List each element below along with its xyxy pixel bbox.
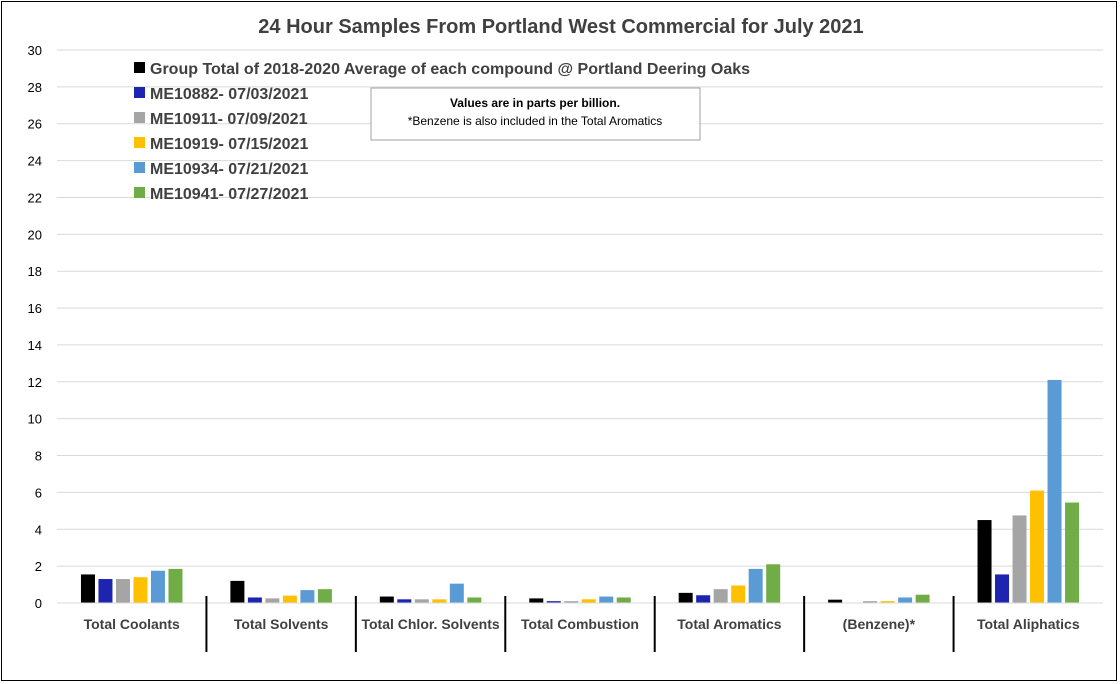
annotation-line-1: Values are in parts per billion. [450,96,620,110]
legend-item: ME10934- 07/21/2021 [134,161,308,178]
legend-item: ME10919- 07/15/2021 [134,136,308,153]
y-tick-label: 6 [35,485,42,500]
legend-swatch [134,187,145,198]
bar [678,592,693,603]
legend-swatch [134,162,145,173]
y-tick-label: 22 [28,190,42,205]
bar [80,574,95,603]
bar [766,564,781,603]
bar [397,599,412,603]
bar [282,595,297,603]
legend-item: ME10911- 07/09/2021 [134,111,308,128]
legend-item: Group Total of 2018-2020 Average of each… [134,61,750,78]
bar [880,601,895,603]
bar [915,594,930,603]
bar [898,597,913,603]
bar [379,596,394,603]
legend-label: ME10934- 07/21/2021 [150,161,308,178]
legend-swatch [134,112,145,123]
gridlines [57,49,1103,567]
y-tick-label: 28 [28,80,42,95]
bar [150,570,165,603]
x-tick-label: Total Coolants [84,616,180,632]
bar [1012,515,1027,603]
y-tick-label: 0 [35,596,42,611]
bar [564,601,579,603]
bar [467,597,482,603]
bar [581,599,596,603]
y-tick-label: 4 [35,522,42,537]
x-tick-label: Total Combustion [521,616,639,632]
bar [616,597,631,603]
annotation-box: Values are in parts per billion. *Benzen… [370,87,701,141]
bar [133,577,148,603]
y-tick-label: 24 [28,154,42,169]
bar [748,568,763,603]
category-separators [205,596,955,652]
x-tick-label: Total Aliphatics [977,616,1080,632]
bars [80,379,1080,603]
bar [300,590,315,603]
legend-label: ME10941- 07/27/2021 [150,186,308,203]
y-tick-label: 12 [28,375,42,390]
bar [529,598,544,603]
bar [247,597,262,603]
bar [317,589,332,603]
bar [1065,502,1080,603]
y-tick-label: 8 [35,449,42,464]
bar [713,589,728,603]
x-tick-label: Total Solvents [234,616,329,632]
y-tick-label: 14 [28,338,42,353]
y-tick-label: 20 [28,227,42,242]
bar [432,599,447,603]
bar [696,595,711,603]
bar [599,596,614,603]
legend-label: Group Total of 2018-2020 Average of each… [150,61,750,78]
bar [168,568,183,603]
y-tick-label: 30 [28,43,42,58]
y-tick-label: 18 [28,264,42,279]
bar [1030,490,1045,603]
bar [828,599,843,603]
bar [995,574,1010,603]
bar [731,585,746,603]
legend-swatch [134,62,145,73]
bar [977,520,992,603]
legend: Group Total of 2018-2020 Average of each… [134,61,750,203]
x-tick-label: Total Aromatics [677,616,781,632]
legend-label: ME10882- 07/03/2021 [150,86,308,103]
bar [546,601,561,603]
legend-item: ME10941- 07/27/2021 [134,186,308,203]
legend-label: ME10919- 07/15/2021 [150,136,308,153]
legend-label: ME10911- 07/09/2021 [150,111,308,128]
bar [230,580,245,603]
chart-title: 24 Hour Samples From Portland West Comme… [258,16,863,38]
x-axis-labels: Total Coolants Total Solvents Total Chlor.… [84,616,1080,632]
legend-item: ME10882- 07/03/2021 [134,86,308,103]
annotation-line-2: *Benzene is also included in the Total A… [408,114,663,128]
bar [115,579,130,603]
x-tick-label: (Benzene)* [843,616,916,632]
y-tick-label: 2 [35,559,42,574]
legend-swatch [134,87,145,98]
bar [98,579,113,603]
legend-swatch [134,137,145,148]
bar [863,601,878,603]
bar [265,598,280,603]
y-tick-label: 16 [28,301,42,316]
bar [414,599,429,603]
bar [449,583,464,603]
bar [1047,379,1062,603]
y-tick-label: 10 [28,412,42,427]
x-tick-label: Total Chlor. Solvents [361,616,499,632]
y-tick-label: 26 [28,117,42,132]
